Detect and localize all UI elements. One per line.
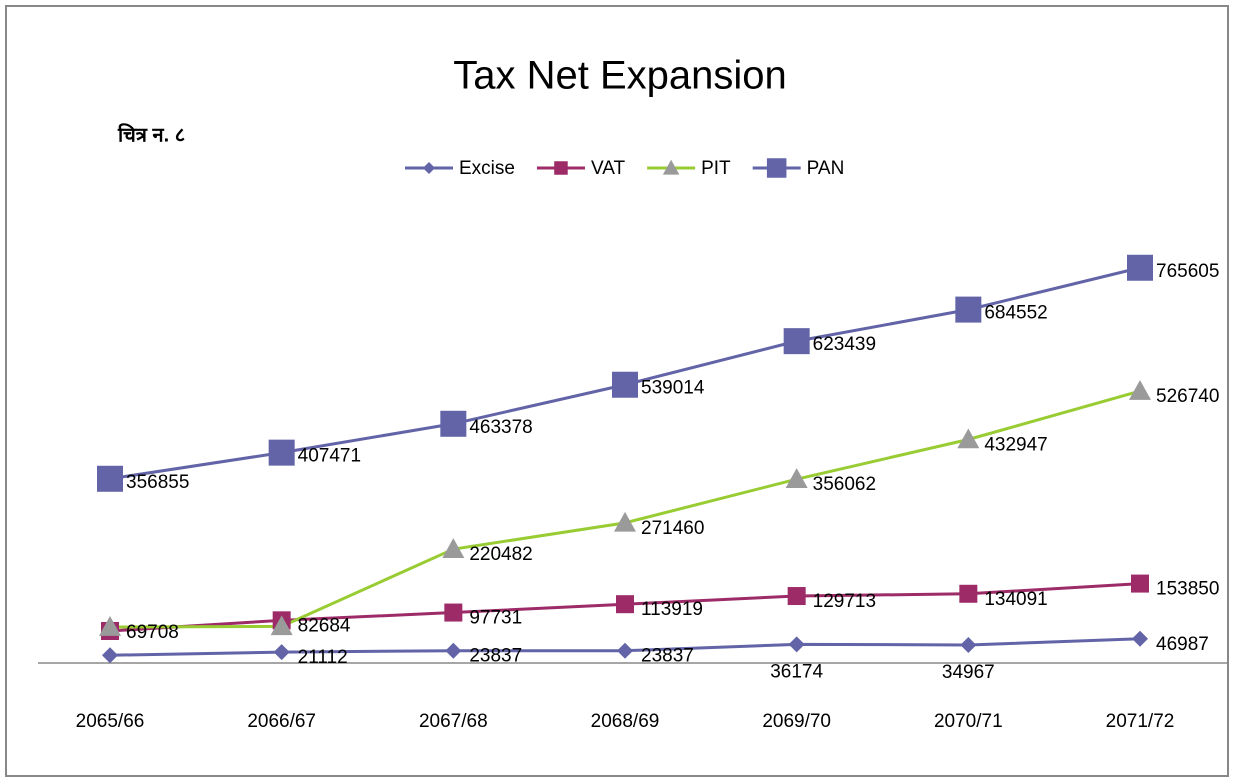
data-label: 97731	[469, 608, 522, 629]
data-label: 765605	[1156, 261, 1219, 282]
data-label: 356855	[126, 472, 189, 493]
data-label: 684552	[984, 303, 1047, 324]
marker	[1132, 630, 1148, 647]
marker	[440, 410, 467, 437]
x-tick-label: 2068/69	[591, 711, 660, 732]
data-label: 271460	[641, 518, 704, 539]
chart-title: Tax Net Expansion	[453, 54, 787, 98]
legend-label: VAT	[591, 158, 626, 179]
data-label: 220482	[469, 544, 532, 565]
data-label: 23837	[641, 646, 694, 667]
marker	[1131, 574, 1149, 593]
marker	[554, 161, 568, 175]
marker	[766, 158, 787, 178]
marker	[442, 538, 465, 558]
data-label: 36174	[770, 661, 823, 682]
marker	[788, 636, 805, 653]
marker	[662, 159, 680, 175]
marker	[423, 162, 435, 174]
data-label: 407471	[298, 446, 361, 467]
marker	[102, 647, 118, 664]
marker	[617, 642, 633, 659]
data-label: 463378	[469, 417, 532, 438]
data-label: 23837	[469, 646, 522, 667]
annotation: चित्र न. ८	[117, 122, 185, 146]
data-label: 46987	[1156, 634, 1209, 655]
data-label: 134091	[984, 589, 1047, 610]
x-tick-label: 2070/71	[934, 711, 1003, 732]
marker	[614, 511, 636, 532]
x-tick-label: 2071/72	[1106, 711, 1175, 732]
marker	[959, 584, 978, 603]
marker	[783, 328, 810, 355]
marker	[1127, 254, 1153, 281]
marker	[270, 615, 293, 636]
marker	[273, 644, 290, 661]
x-tick-label: 2069/70	[762, 711, 831, 732]
marker	[787, 587, 806, 606]
data-label: 69708	[126, 622, 179, 643]
x-tick-label: 2066/67	[247, 711, 316, 732]
marker	[785, 468, 808, 488]
x-tick-label: 2067/68	[419, 711, 488, 732]
marker	[960, 636, 977, 653]
legend-label: Excise	[459, 158, 515, 179]
marker	[957, 428, 980, 449]
marker	[97, 465, 123, 492]
data-label: 153850	[1156, 579, 1219, 600]
data-label: 526740	[1156, 386, 1219, 407]
legend-label: PAN	[807, 158, 845, 179]
marker	[955, 296, 982, 323]
data-label: 623439	[813, 334, 876, 355]
x-tick-label: 2065/66	[76, 711, 145, 732]
data-label: 21112	[298, 647, 348, 668]
data-label: 129713	[813, 591, 876, 612]
data-label: 356062	[813, 474, 876, 495]
legend-label: PIT	[701, 158, 731, 179]
data-label: 432947	[984, 435, 1047, 456]
marker	[268, 439, 295, 466]
data-label: 34967	[942, 662, 995, 683]
data-label: 82684	[298, 615, 351, 636]
marker	[99, 616, 121, 636]
marker	[1129, 380, 1151, 400]
data-label: 539014	[641, 378, 705, 399]
marker	[616, 595, 634, 614]
data-label: 113919	[641, 599, 703, 620]
marker	[612, 371, 638, 398]
marker	[444, 603, 463, 622]
marker	[445, 642, 462, 659]
